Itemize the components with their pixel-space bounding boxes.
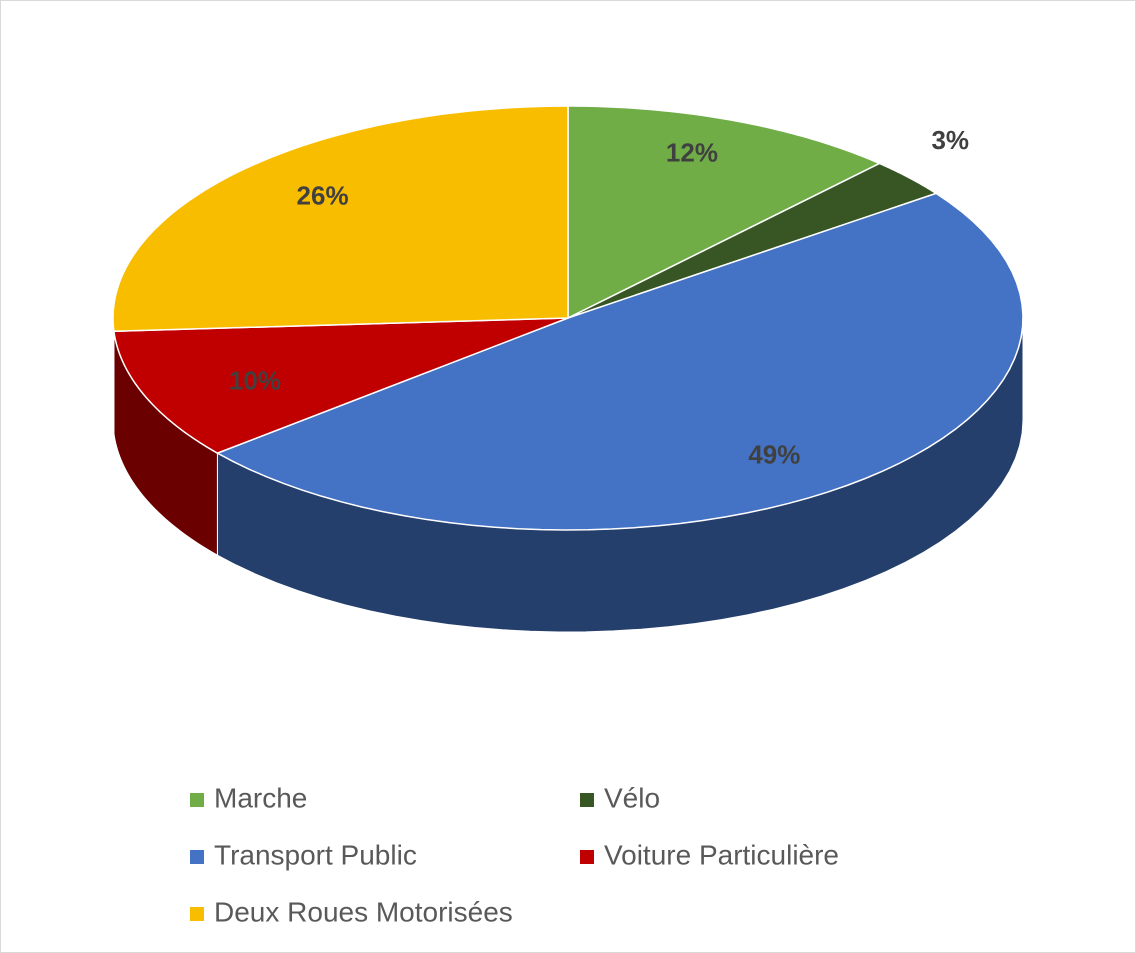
- slice: [567, 162, 938, 319]
- legend-swatch: [190, 850, 204, 864]
- legend-label: Transport Public: [214, 839, 417, 870]
- data-labels: 12% 3% 49% 10% 26%: [229, 125, 969, 470]
- slice: [567, 105, 882, 320]
- data-label: 49%: [748, 440, 800, 470]
- legend-label: Deux Roues Motorisées: [214, 896, 513, 927]
- legend-swatch: [190, 907, 204, 921]
- pie-tops: [112, 105, 1024, 531]
- legend: Marche Vélo Transport Public Voiture Partic…: [190, 782, 839, 927]
- data-label: 10%: [229, 366, 281, 396]
- slice: [112, 105, 569, 333]
- legend-swatch: [580, 793, 594, 807]
- legend-swatch: [190, 793, 204, 807]
- legend-swatch: [580, 850, 594, 864]
- legend-label: Voiture Particulière: [604, 839, 839, 870]
- legend-label: Marche: [214, 782, 307, 813]
- data-label: 26%: [297, 181, 349, 211]
- slice: [215, 192, 1024, 531]
- legend-label: Vélo: [604, 782, 660, 813]
- data-label: 12%: [666, 138, 718, 168]
- data-label: 3%: [931, 125, 969, 155]
- slice: [113, 317, 569, 454]
